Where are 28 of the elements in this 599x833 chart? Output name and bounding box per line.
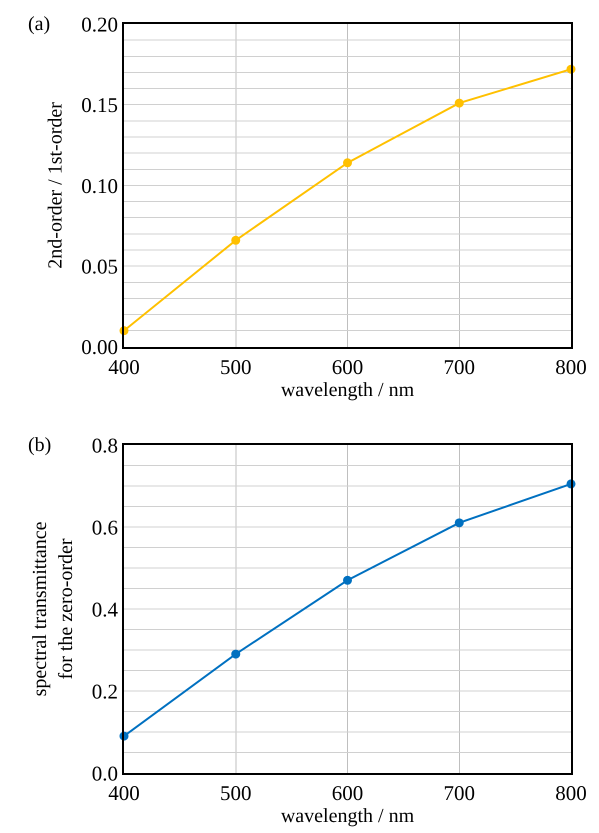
y-tick-label: 0.8 (92, 433, 118, 458)
y-tick-label: 0.20 (81, 12, 118, 36)
x-tick-label: 700 (444, 354, 475, 379)
x-tick-label: 800 (555, 780, 587, 805)
x-tick-label: 600 (332, 780, 364, 805)
y-axis-title: 2nd-order / 1st-order (44, 102, 66, 269)
x-tick-label: 700 (444, 780, 475, 805)
point (454, 518, 464, 528)
point (454, 98, 464, 108)
point (343, 576, 352, 585)
y-tick-label: 0.6 (92, 515, 118, 540)
chart-title: (a) (28, 13, 50, 35)
y-tick-label: 0.4 (92, 597, 119, 622)
x-tick-label: 600 (332, 354, 364, 379)
point (343, 158, 352, 168)
chart-title: (b) (28, 434, 52, 456)
y-tick-label: 0.15 (81, 93, 118, 118)
x-axis-title: wavelength / nm (280, 804, 415, 827)
point (231, 650, 240, 659)
point (231, 236, 240, 245)
y-tick-label: 0.10 (81, 174, 118, 198)
x-tick-label: 500 (220, 354, 252, 379)
x-tick-label: 500 (220, 780, 252, 805)
y-tick-label: 0.05 (81, 254, 118, 278)
x-axis-title: wavelength / nm (280, 378, 415, 401)
y-tick-label: 0.2 (92, 679, 118, 704)
y-axis-title: spectral transmittance for the zero-order (28, 521, 77, 696)
x-tick-label: 800 (555, 354, 587, 379)
